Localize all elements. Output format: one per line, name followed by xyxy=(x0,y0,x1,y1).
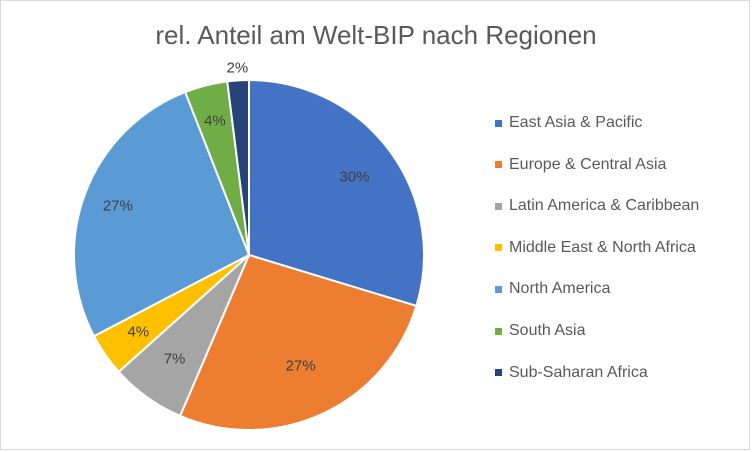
legend-label: South Asia xyxy=(509,322,586,339)
legend-item-east-asia-and-pacific: East Asia & Pacific xyxy=(495,109,642,137)
legend-item-middle-east-and-north-africa: Middle East & North Africa xyxy=(495,234,696,262)
legend-label: East Asia & Pacific xyxy=(509,114,643,131)
legend-swatch xyxy=(495,244,502,252)
legend-label: Middle East & North Africa xyxy=(509,238,696,256)
legend-item-south-asia: South Asia xyxy=(495,317,586,345)
data-label-middle-east-and-north-africa: 4% xyxy=(127,323,149,340)
pie-slice-north-america xyxy=(73,90,251,338)
legend-item-latin-america-and-caribbean: Latin America & Caribbean xyxy=(495,192,699,220)
pie-slice-europe-and-central-asia xyxy=(178,253,418,431)
data-label-east-asia-and-pacific: 30% xyxy=(339,168,369,185)
legend-swatch xyxy=(495,327,502,335)
data-label-north-america: 27% xyxy=(103,197,133,214)
legend-swatch xyxy=(495,285,502,293)
legend-swatch xyxy=(495,119,502,127)
legend-item-europe-and-central-asia: Europe & Central Asia xyxy=(495,151,666,179)
data-label-sub-saharan-africa: 2% xyxy=(227,60,249,77)
data-label-europe-and-central-asia: 27% xyxy=(286,358,316,375)
legend-label: North America xyxy=(509,280,611,298)
legend-swatch xyxy=(495,202,502,210)
data-label-south-asia: 4% xyxy=(204,113,226,130)
legend-swatch xyxy=(495,369,502,377)
legend-label: Sub-Saharan Africa xyxy=(509,363,648,381)
data-label-latin-america-and-caribbean: 7% xyxy=(164,350,186,367)
legend-swatch xyxy=(495,161,502,169)
pie-slice-sub-saharan-africa xyxy=(226,78,250,256)
legend-label: Latin America & Caribbean xyxy=(509,197,700,215)
legend-item-north-america: North America xyxy=(495,275,610,303)
legend-item-sub-saharan-africa: Sub-Saharan Africa xyxy=(495,359,648,387)
chart-title: rel. Anteil am Welt-BIP nach Regionen xyxy=(155,20,597,50)
legend-label: Europe & Central Asia xyxy=(509,155,667,173)
pie-slice-east-asia-and-pacific xyxy=(248,78,425,308)
